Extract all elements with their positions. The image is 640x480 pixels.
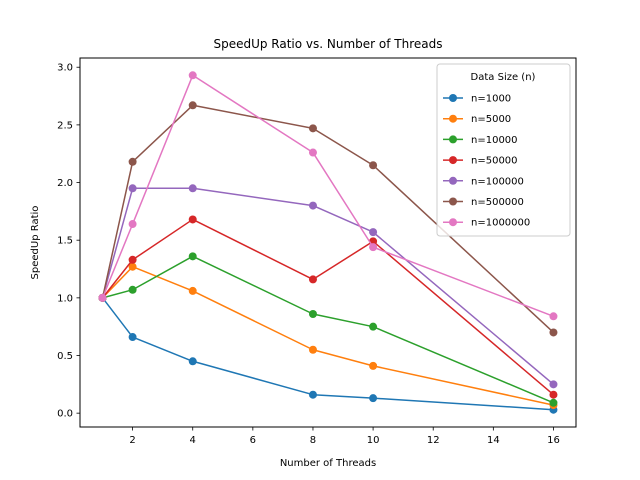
legend-item: n=5000 [443, 114, 511, 125]
data-point [188, 252, 197, 261]
series-n-50000 [98, 215, 558, 399]
series-line [101, 187, 554, 385]
legend-swatch-marker [449, 156, 457, 165]
series-layer [98, 71, 558, 414]
data-point [128, 157, 137, 166]
x-axis: 2 4 6 8 10 12 14 16 [129, 427, 560, 446]
data-point [128, 220, 137, 229]
x-tick-label: 8 [310, 435, 316, 446]
series-line [102, 265, 554, 406]
data-point [549, 328, 558, 337]
x-tick-label: 2 [129, 435, 135, 446]
legend-label: n=50000 [471, 156, 518, 167]
legend-item: n=100000 [443, 176, 524, 187]
data-point [98, 293, 107, 302]
x-tick-label: 14 [487, 435, 500, 446]
data-point [128, 255, 137, 264]
x-axis-label: Number of Threads [280, 458, 376, 469]
data-point [369, 322, 378, 331]
y-tick-label: 2.0 [57, 178, 73, 189]
legend-box [436, 63, 571, 237]
data-point [549, 312, 558, 321]
legend-item: n=1000 [443, 94, 511, 105]
legend-swatch-marker [449, 218, 457, 227]
data-point [128, 285, 137, 294]
y-tick-label: 0.5 [57, 351, 73, 362]
x-tick-label: 16 [547, 435, 560, 446]
data-point [128, 184, 137, 193]
y-tick-label: 3.0 [57, 63, 73, 74]
series-line [102, 255, 554, 404]
x-tick-label: 12 [427, 435, 440, 446]
y-tick-label: 1.0 [57, 293, 73, 304]
data-point [308, 148, 317, 157]
y-tick-label: 1.5 [57, 236, 73, 247]
x-tick-label: 6 [250, 435, 256, 446]
legend-swatch-marker [449, 135, 457, 144]
series-line [101, 297, 554, 411]
data-point [308, 275, 317, 284]
data-point [128, 333, 137, 342]
data-point [188, 101, 197, 110]
series-line [101, 218, 554, 396]
data-point [188, 184, 197, 193]
data-point [188, 357, 197, 366]
data-point [369, 243, 378, 252]
legend-swatch-marker [449, 176, 457, 185]
data-point [369, 394, 378, 403]
data-point [549, 390, 558, 399]
data-point [308, 201, 317, 210]
data-point [549, 380, 558, 389]
legend-label: n=1000000 [471, 218, 530, 229]
data-point [188, 286, 197, 295]
legend-item: n=500000 [443, 197, 524, 208]
data-point [369, 228, 378, 237]
x-tick-label: 10 [367, 435, 380, 446]
legend-label: n=500000 [471, 197, 524, 208]
data-point [308, 345, 317, 354]
legend-label: n=5000 [471, 114, 511, 125]
data-point [188, 215, 197, 224]
series-n-1000000 [98, 71, 558, 321]
y-axis-label: SpeedUp Ratio [30, 206, 41, 280]
data-point [188, 71, 197, 80]
legend-label: n=1000 [471, 94, 511, 105]
x-tick-label: 4 [190, 435, 196, 446]
legend-label: n=10000 [471, 135, 518, 146]
legend: Data Size (n) n=1000 n=5000 n=10000 n=50000… [436, 63, 571, 237]
legend-label: n=100000 [471, 176, 524, 187]
legend-item: n=50000 [443, 156, 518, 167]
y-axis: 0.0 0.5 1.0 1.5 2.0 2.5 3.0 [57, 63, 80, 420]
data-point [308, 124, 317, 133]
data-point [369, 361, 378, 370]
y-tick-label: 2.5 [57, 120, 73, 131]
series-line [101, 104, 554, 333]
legend-item: n=1000000 [443, 218, 530, 229]
data-point [308, 390, 317, 399]
y-tick-label: 0.0 [57, 409, 73, 420]
data-point [128, 262, 137, 271]
data-point [369, 161, 378, 170]
series-line [101, 74, 554, 318]
legend-item: n=10000 [443, 135, 518, 146]
legend-swatch-marker [449, 197, 457, 206]
legend-swatch-marker [449, 94, 457, 102]
legend-title: Data Size (n) [471, 72, 536, 83]
data-point [308, 309, 317, 318]
legend-swatch-marker [449, 114, 457, 123]
data-point [549, 398, 558, 407]
chart-title: SpeedUp Ratio vs. Number of Threads [213, 37, 442, 51]
